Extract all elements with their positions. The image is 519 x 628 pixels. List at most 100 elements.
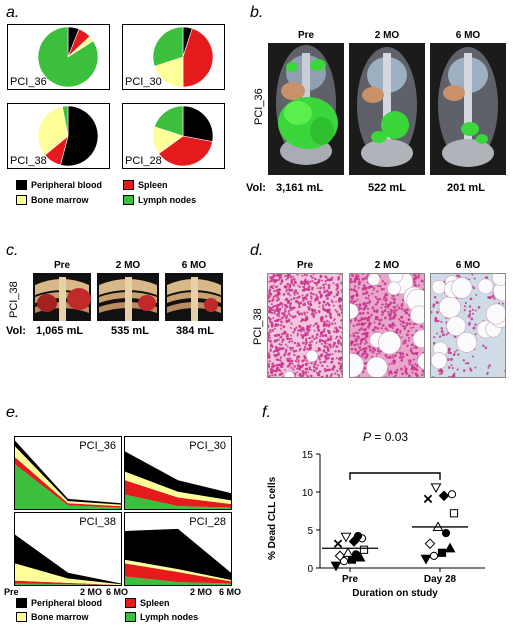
cell-nucleus xyxy=(301,359,304,363)
cell-nucleus xyxy=(368,345,372,349)
cell-nucleus xyxy=(288,362,292,366)
ct-scan-6mo xyxy=(430,43,506,175)
cell-nucleus xyxy=(277,366,280,369)
cell-nucleus xyxy=(368,348,372,352)
cell-nucleus xyxy=(284,348,288,352)
cell-nucleus xyxy=(453,372,456,375)
cell-nucleus xyxy=(464,301,467,305)
panel-d-label: d. xyxy=(250,242,264,259)
cell-nucleus xyxy=(317,280,321,284)
cell-nucleus xyxy=(268,365,271,368)
cell-nucleus xyxy=(452,374,456,377)
cell-nucleus xyxy=(273,373,277,377)
fat-vacuole xyxy=(377,331,402,355)
cell-nucleus xyxy=(316,325,320,329)
cell-nucleus xyxy=(433,295,437,299)
cell-nucleus xyxy=(395,351,399,354)
cell-nucleus xyxy=(484,346,488,350)
cell-nucleus xyxy=(369,322,372,326)
cell-nucleus xyxy=(336,293,339,296)
cell-nucleus xyxy=(276,278,279,282)
cell-nucleus xyxy=(322,306,325,309)
panel-f-label: f. xyxy=(262,404,271,421)
cell-nucleus xyxy=(324,315,328,318)
cell-nucleus xyxy=(318,305,321,308)
cell-nucleus xyxy=(359,339,363,342)
cell-nucleus xyxy=(471,274,474,276)
cell-nucleus xyxy=(332,282,335,285)
panel-e-xtick-2mo-right: 2 MO xyxy=(190,587,213,597)
cell-nucleus xyxy=(293,365,296,368)
data-point-tri-down xyxy=(430,483,442,494)
cell-nucleus xyxy=(290,288,294,292)
area-chart-1: PCI_36 xyxy=(14,436,122,510)
cell-nucleus xyxy=(364,337,367,340)
cell-nucleus xyxy=(355,293,359,297)
cell-nucleus xyxy=(281,332,284,336)
cell-nucleus xyxy=(328,323,331,326)
pie-title-2: PCI_30 xyxy=(125,76,162,88)
cell-nucleus xyxy=(438,372,442,375)
legend-a-swatch-bone-marrow xyxy=(16,195,27,205)
cell-nucleus xyxy=(301,337,304,340)
cell-nucleus xyxy=(306,311,309,314)
cell-nucleus xyxy=(268,335,270,339)
cell-nucleus xyxy=(436,311,439,314)
cell-nucleus xyxy=(308,347,312,351)
cell-nucleus xyxy=(410,343,414,347)
cell-nucleus xyxy=(363,352,366,355)
cell-nucleus xyxy=(283,352,287,356)
cell-nucleus xyxy=(290,366,293,369)
render-pre xyxy=(33,273,91,321)
cell-nucleus xyxy=(350,321,352,324)
cell-nucleus xyxy=(272,308,275,312)
cell-nucleus xyxy=(357,335,359,338)
cell-nucleus xyxy=(319,333,323,336)
cell-nucleus xyxy=(301,294,304,297)
x-tick-label: Pre xyxy=(342,574,359,585)
cell-nucleus xyxy=(278,315,281,318)
panel-a-label: a. xyxy=(6,4,20,21)
cell-nucleus xyxy=(447,347,451,351)
cell-nucleus xyxy=(307,300,310,304)
cell-nucleus xyxy=(328,286,331,289)
cell-nucleus xyxy=(402,342,405,345)
cell-nucleus xyxy=(423,374,424,377)
cell-nucleus xyxy=(271,369,275,372)
cell-nucleus xyxy=(393,359,396,362)
cell-nucleus xyxy=(323,300,326,303)
cell-nucleus xyxy=(388,356,392,360)
cell-nucleus xyxy=(324,369,327,373)
cell-nucleus xyxy=(339,298,342,302)
cell-nucleus xyxy=(341,291,342,294)
panel-f-pvalue: P = 0.03 xyxy=(363,430,408,444)
cell-nucleus xyxy=(268,371,270,374)
cell-nucleus xyxy=(297,363,300,367)
cell-nucleus xyxy=(387,304,390,307)
cell-nucleus xyxy=(457,353,460,356)
cell-nucleus xyxy=(450,357,453,361)
cell-nucleus xyxy=(322,286,326,289)
cell-nucleus xyxy=(322,283,325,287)
data-point-circle xyxy=(351,550,361,559)
cell-nucleus xyxy=(330,360,334,364)
cell-nucleus xyxy=(357,319,361,323)
data-point-circle xyxy=(429,551,439,560)
cell-nucleus xyxy=(300,333,303,336)
legend-e-label-bone-marrow: Bone marrow xyxy=(31,612,89,622)
cell-nucleus xyxy=(407,318,410,322)
cell-nucleus xyxy=(383,309,387,312)
cell-nucleus xyxy=(378,352,381,355)
panel-f-pvalue-rest: = 0.03 xyxy=(371,430,409,444)
cell-nucleus xyxy=(335,335,339,339)
cell-nucleus xyxy=(269,285,273,289)
cell-nucleus xyxy=(324,275,328,278)
cell-nucleus xyxy=(323,341,327,344)
legend-a-label-spleen: Spleen xyxy=(138,180,168,190)
cell-nucleus xyxy=(362,274,365,276)
cell-nucleus xyxy=(288,352,291,355)
cell-nucleus xyxy=(372,309,376,313)
cell-nucleus xyxy=(358,350,361,353)
cell-nucleus xyxy=(278,293,281,296)
cell-nucleus xyxy=(486,373,489,376)
